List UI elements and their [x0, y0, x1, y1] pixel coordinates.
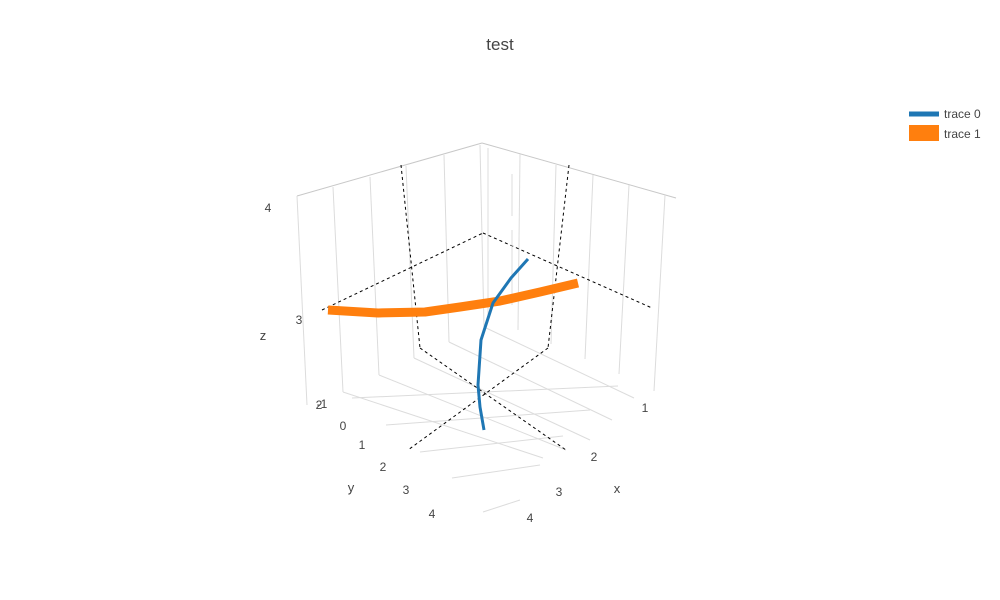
legend-item-trace-0[interactable]: trace 0 — [909, 107, 981, 121]
back-left-wall-grid — [296, 142, 485, 406]
x-tick-label: 4 — [527, 511, 534, 525]
series-line-trace-1[interactable] — [327, 278, 580, 318]
z-tick-label: 3 — [296, 313, 303, 327]
y-tick-label: 2 — [380, 460, 387, 474]
z-tick-label: 4 — [265, 201, 272, 215]
z-axis-title: z — [260, 328, 267, 343]
x-tick-label: 3 — [556, 485, 563, 499]
y-tick-label: 1 — [359, 438, 366, 452]
legend-label: trace 0 — [944, 107, 981, 121]
y-tick-label: 0 — [340, 419, 347, 433]
x-tick-label: 1 — [642, 401, 649, 415]
legend: trace 0 trace 1 — [909, 107, 981, 141]
z-axis-ticks: 2 3 4 — [265, 201, 323, 412]
y-tick-label: -1 — [317, 397, 328, 411]
y-axis-ticks: -1 0 1 2 3 4 — [317, 397, 436, 521]
legend-item-trace-1[interactable]: trace 1 — [909, 125, 981, 141]
x-axis-title: x — [614, 481, 621, 496]
floor-grid — [342, 326, 635, 513]
traces — [327, 257, 580, 431]
legend-label: trace 1 — [944, 127, 981, 141]
y-axis-title: y — [348, 480, 355, 495]
y-tick-label: 3 — [403, 483, 410, 497]
x-tick-label: 2 — [591, 450, 598, 464]
back-right-wall-grid — [481, 142, 677, 392]
chart-title: test — [486, 35, 514, 54]
z-tick-label: 2 — [316, 398, 323, 412]
y-tick-label: 4 — [429, 507, 436, 521]
x-axis-ticks: 1 2 3 4 — [527, 401, 649, 525]
series-line-trace-0[interactable] — [476, 257, 530, 431]
